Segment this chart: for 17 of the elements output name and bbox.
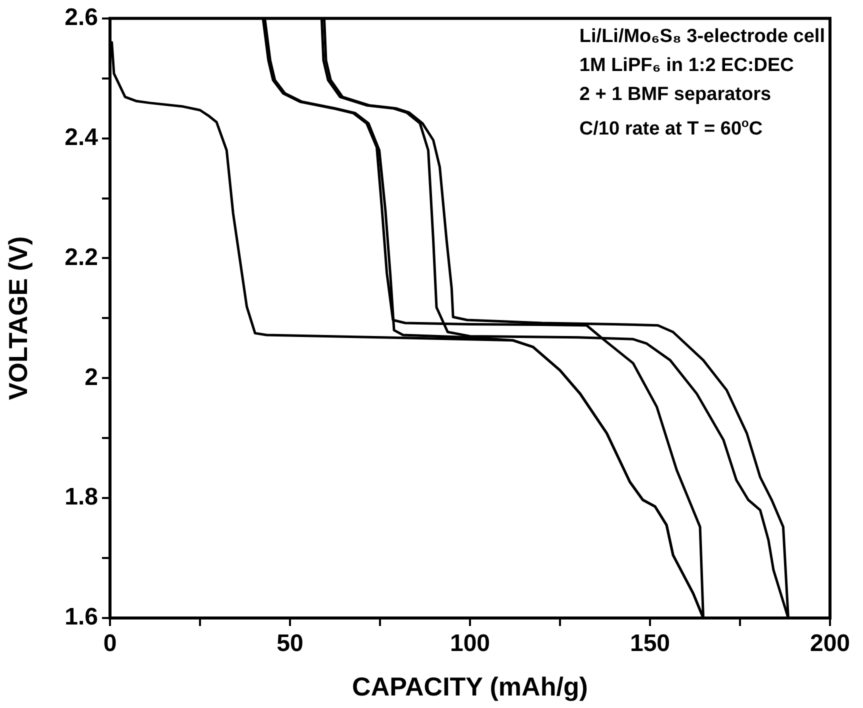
y-axis-title: VOLTAGE (V): [2, 236, 33, 400]
y-tick-label: 2.4: [64, 124, 99, 151]
y-tick-label: 1.6: [64, 604, 98, 631]
y-tick-label: 2.6: [64, 4, 98, 32]
y-tick-label: 2: [84, 364, 98, 391]
x-tick-label: 100: [450, 630, 490, 658]
annotation: 1M LiPF₆ in 1:2 EC:DEC: [579, 54, 795, 78]
x-axis-title: CAPACITY (mAh/g): [352, 672, 588, 702]
y-tick-label: 1.8: [64, 484, 98, 511]
x-tick-label: 150: [630, 630, 670, 658]
x-tick-label: 0: [103, 630, 117, 658]
y-tick-label: 2.2: [64, 244, 98, 271]
annotation: 2 + 1 BMF separators: [579, 83, 772, 107]
x-tick-label: 200: [810, 630, 850, 658]
x-tick-label: 50: [276, 630, 304, 658]
annotation: C/10 rate at T = 60$^{o}$C: [579, 115, 764, 142]
annotation: Li/Li/Mo₆S₈ 3-electrode cell: [579, 25, 825, 49]
